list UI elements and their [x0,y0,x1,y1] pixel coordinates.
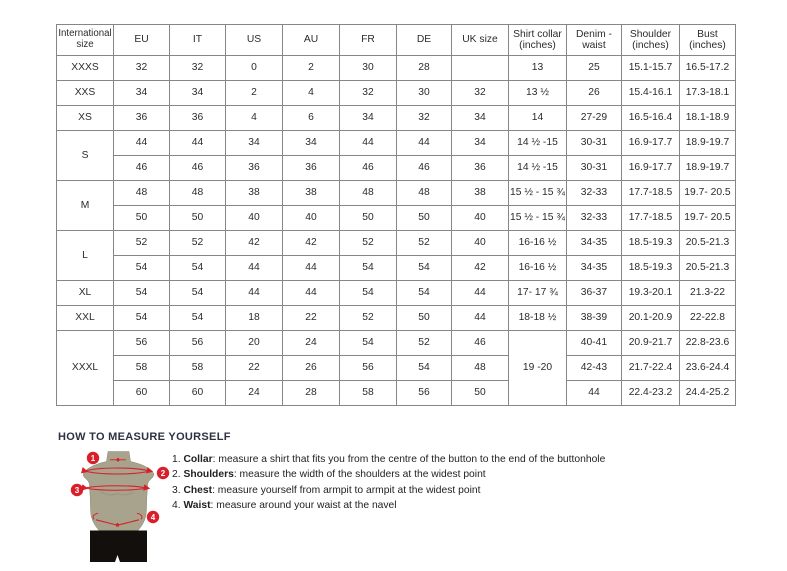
svg-text:4: 4 [151,513,156,522]
svg-text:1: 1 [91,454,96,463]
svg-text:2: 2 [161,469,166,478]
svg-text:3: 3 [75,486,80,495]
